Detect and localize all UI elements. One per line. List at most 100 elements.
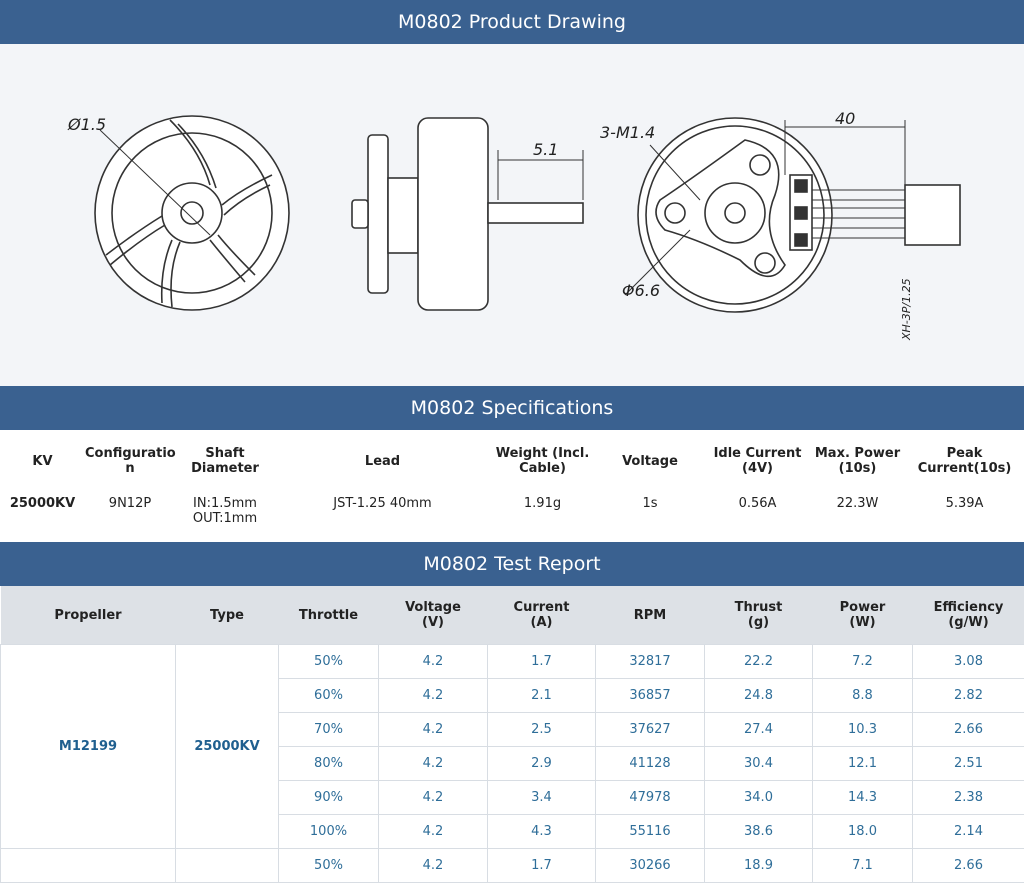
spec-value: 22.3W [836,496,879,511]
cell-line: Current [513,600,570,615]
data-cell: 4.3 [487,814,596,849]
column-header: RPM [595,586,705,645]
cell-line: Diameter [191,461,259,476]
cell-line: (W) [849,615,876,630]
data-cell: 24.8 [704,678,813,713]
table-row: M12199 25000KV 50% 4.2 1.7 32817 22.2 7.2 3.08 [0,644,1024,849]
data-cell: 80% [278,746,379,781]
section-title: M0802 Test Report [0,542,1024,586]
data-cell: 90% [278,780,379,815]
data-cell: 4.2 [378,780,488,815]
cell-line: Efficiency [933,600,1004,615]
data-cell: 2.82 [912,678,1024,713]
column-header: Efficiency (g/W) [912,586,1024,645]
product-drawing: Ø1.5 5.1 40 3-M1.4 Φ6.6 XH-3P/1.25 [67,109,961,341]
empty-cell [0,848,176,883]
data-cell: 30266 [595,848,705,883]
table-row: 60% 4.2 2.1 36857 24.8 8.8 2.82 [1,678,1024,713]
data-cell: 10.3 [812,712,913,747]
cell-line: (A) [530,615,553,630]
cell-line: Weight (Incl. [495,446,590,461]
data-cell: 1.7 [487,848,596,883]
column-header: KV [32,453,53,469]
data-cell: 2.38 [912,780,1024,815]
type-cell: 25000KV [175,644,279,849]
data-cell: 14.3 [812,780,913,815]
dimension-label: 40 [835,109,855,128]
data-cell: 30.4 [704,746,813,781]
column-header: Lead [364,453,401,469]
data-cell: 34.0 [704,780,813,815]
cell-line: Current(10s) [917,461,1012,476]
cell-line: Thrust [734,600,783,615]
data-cell: 12.1 [812,746,913,781]
column-header: Idle Current (4V) [705,430,810,492]
data-cell: 2.14 [912,814,1024,849]
rear-view: 40 3-M1.4 Φ6.6 XH-3P/1.25 [600,109,961,341]
spec-value: 1.91g [523,496,562,511]
column-header: Max. Power (10s) [810,430,905,492]
column-header: Propeller [0,586,176,645]
dimension-label: Ø1.5 [67,115,106,134]
cell-line: Voltage [405,600,461,615]
cell-line: Power [839,600,886,615]
connector-label: XH-3P/1.25 [900,278,913,341]
data-cell: 70% [278,712,379,747]
data-cell: 4.2 [378,848,488,883]
data-cell: 100% [278,814,379,849]
cell-line: (V) [422,615,444,630]
cell-line: IN:1.5mm [193,496,257,511]
spec-value: 25000KV [9,496,76,511]
drawing-area: Ø1.5 5.1 40 3-M1.4 Φ6.6 XH-3P/1.25 [0,44,1024,386]
empty-cell [175,848,279,883]
data-cell: 18.9 [704,848,813,883]
column-header: Peak Current(10s) [905,430,1024,492]
data-cell: 7.1 [812,848,913,883]
data-cell: 4.2 [378,678,488,713]
propeller-cell: M12199 [0,644,176,849]
data-cell: 7.2 [812,644,913,679]
test-table: Propeller Type Throttle Voltage (V) Current (A… [0,586,1024,883]
cell-line: (10s) [838,461,877,476]
data-cell: 4.2 [378,644,488,679]
data-cell: 3.08 [912,644,1024,679]
data-cell: 55116 [595,814,705,849]
column-header: Voltage [622,453,678,469]
data-cell: 18.0 [812,814,913,849]
cell-line: Idle Current [713,446,802,461]
spec-value: IN:1.5mm OUT:1mm [175,492,275,542]
table-row: 90% 4.2 3.4 47978 34.0 14.3 2.38 [1,780,1024,815]
data-cell: 4.2 [378,814,488,849]
data-cell: 60% [278,678,379,713]
column-header: Type [175,586,279,645]
dimension-label: 5.1 [533,140,558,159]
column-header: Thrust (g) [704,586,813,645]
section-title: M0802 Product Drawing [0,0,1024,44]
side-view: 5.1 [351,117,584,311]
data-cell: 3.4 [487,780,596,815]
cell-line: Configuratio [85,446,176,461]
column-header: Voltage (V) [378,586,488,645]
data-cell: 2.5 [487,712,596,747]
column-header: Weight (Incl. Cable) [490,430,595,492]
data-cell: 50% [278,644,379,679]
spec-value: 1s [642,496,658,511]
spec-value: JST-1.25 40mm [333,496,432,511]
spec-value: 9N12P [108,496,152,511]
cell-line: Shaft [205,446,245,461]
data-cell: 36857 [595,678,705,713]
cell-line: n [125,461,135,476]
data-cell: 2.9 [487,746,596,781]
column-header: Power (W) [812,586,913,645]
data-cell: 2.66 [912,712,1024,747]
table-row: 50% 4.2 1.7 30266 18.9 7.1 2.66 [0,848,1024,883]
data-cell: 8.8 [812,678,913,713]
spec-value: 5.39A [945,496,984,511]
cell-line: OUT:1mm [192,511,258,526]
data-cell: 50% [278,848,379,883]
cell-line: (g) [747,615,770,630]
cell-line: Peak [946,446,983,461]
cell-line: (4V) [742,461,773,476]
